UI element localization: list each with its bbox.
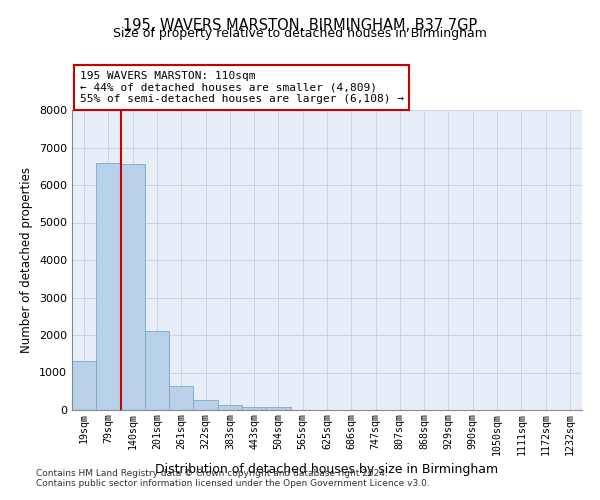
Text: 195 WAVERS MARSTON: 110sqm
← 44% of detached houses are smaller (4,809)
55% of s: 195 WAVERS MARSTON: 110sqm ← 44% of deta… [80,71,404,104]
Y-axis label: Number of detached properties: Number of detached properties [20,167,34,353]
Bar [193,400,218,410]
Text: Contains HM Land Registry data © Crown copyright and database right 2024.: Contains HM Land Registry data © Crown c… [36,468,388,477]
Bar [145,331,169,410]
Text: Size of property relative to detached houses in Birmingham: Size of property relative to detached ho… [113,28,487,40]
X-axis label: Distribution of detached houses by size in Birmingham: Distribution of detached houses by size … [155,463,499,476]
Bar [121,164,145,410]
Bar [72,361,96,410]
Bar [266,407,290,410]
Text: Contains public sector information licensed under the Open Government Licence v3: Contains public sector information licen… [36,478,430,488]
Text: 195, WAVERS MARSTON, BIRMINGHAM, B37 7GP: 195, WAVERS MARSTON, BIRMINGHAM, B37 7GP [123,18,477,32]
Bar [218,405,242,410]
Bar [242,407,266,410]
Bar [96,162,121,410]
Bar [169,386,193,410]
